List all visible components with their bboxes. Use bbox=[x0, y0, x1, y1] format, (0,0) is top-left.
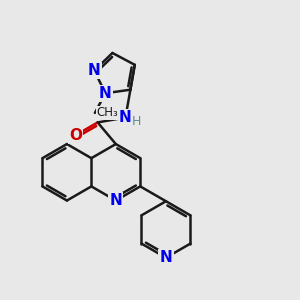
Text: CH₃: CH₃ bbox=[96, 106, 118, 119]
Text: N: N bbox=[160, 250, 172, 265]
Text: N: N bbox=[110, 193, 122, 208]
Text: N: N bbox=[119, 110, 132, 125]
Text: H: H bbox=[132, 115, 142, 128]
Text: N: N bbox=[88, 63, 101, 78]
Text: N: N bbox=[99, 86, 112, 101]
Text: O: O bbox=[69, 128, 82, 142]
